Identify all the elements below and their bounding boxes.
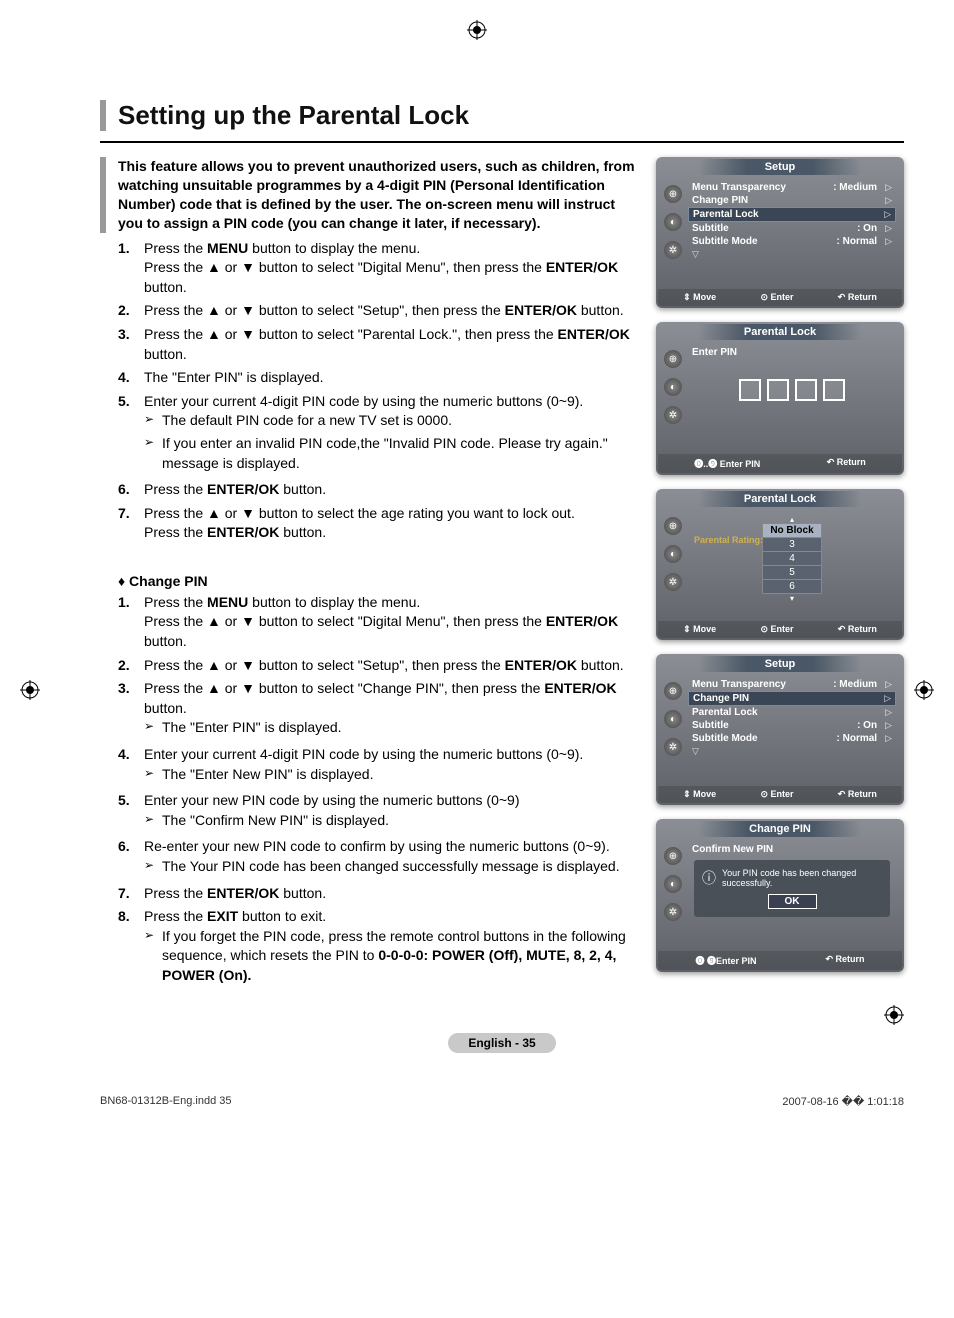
- osd-parental-rating: Parental Lock ⊕◐✲ Parental Rating: ▴ No …: [656, 489, 904, 640]
- osd-menu-item[interactable]: Subtitle: On▷: [688, 222, 896, 235]
- footer-move: ⇕ Move: [683, 292, 716, 303]
- osd-menu-item[interactable]: Change PIN▷: [688, 691, 896, 706]
- step-item: 6.Press the ENTER/OK button.: [118, 480, 638, 500]
- osd-title: Parental Lock: [698, 324, 862, 340]
- register-mark-bottom: [884, 1005, 904, 1025]
- footer-enter: ⊙ Enter: [760, 292, 793, 303]
- osd-menu-item[interactable]: Menu Transparency: Medium▷: [688, 181, 896, 194]
- step-item: 3.Press the ▲ or ▼ button to select "Cha…: [118, 679, 638, 741]
- title-underline: [100, 141, 904, 143]
- footer-return: ↶ Return: [838, 292, 877, 303]
- confirm-dialog: ⓘ Your PIN code has been changed success…: [694, 860, 890, 917]
- step-item: 5.Enter your current 4-digit PIN code by…: [118, 392, 638, 476]
- osd-setup-1: Setup ⊕◐✲ Menu Transparency: Medium▷Chan…: [656, 157, 904, 308]
- confirm-msg: Your PIN code has been changed successfu…: [722, 868, 882, 888]
- osd-menu-item[interactable]: Menu Transparency: Medium▷: [688, 678, 896, 691]
- footer-enterpin: ⓿..❾ Enter PIN: [694, 457, 760, 470]
- steps-list-1: 1.Press the MENU button to display the m…: [100, 239, 638, 543]
- confirm-new-label: Confirm New PIN: [692, 844, 892, 855]
- osd-title: Setup: [698, 656, 862, 672]
- step-item: 2.Press the ▲ or ▼ button to select "Set…: [118, 301, 638, 321]
- step-item: 3.Press the ▲ or ▼ button to select "Par…: [118, 325, 638, 364]
- osd-icon-col: ⊕◐✲: [658, 179, 688, 289]
- rating-label: Parental Rating:: [694, 535, 763, 545]
- osd-change-pin: Change PIN ⊕◐✲ Confirm New PIN ⓘ Your PI…: [656, 819, 904, 972]
- ok-button[interactable]: OK: [768, 894, 817, 909]
- osd-menu-item[interactable]: Subtitle Mode: Normal▷: [688, 235, 896, 248]
- rating-option[interactable]: 3: [762, 537, 822, 552]
- footer-enterpin: ⓿ ❾Enter PIN: [695, 954, 756, 967]
- osd-menu-item[interactable]: Parental Lock▷: [688, 706, 896, 719]
- osd-setup-2: Setup ⊕◐✲ Menu Transparency: Medium▷Chan…: [656, 654, 904, 805]
- step-item: 7.Press the ▲ or ▼ button to select the …: [118, 504, 638, 543]
- footer-left: BN68-01312B-Eng.indd 35: [100, 1095, 231, 1108]
- step-item: 1.Press the MENU button to display the m…: [118, 593, 638, 652]
- rating-option[interactable]: No Block: [762, 523, 822, 538]
- pin-input-boxes[interactable]: [688, 379, 896, 401]
- footer-return: ↶ Return: [827, 457, 866, 470]
- enter-pin-label: Enter PIN: [692, 347, 892, 358]
- osd-title: Setup: [698, 159, 862, 175]
- subheading-change-pin: Change PIN: [100, 573, 638, 589]
- step-item: 8.Press the EXIT button to exit.If you f…: [118, 907, 638, 988]
- osd-title: Parental Lock: [698, 491, 862, 507]
- intro-text: This feature allows you to prevent unaut…: [100, 157, 638, 233]
- osd-menu-item[interactable]: Parental Lock▷: [688, 207, 896, 222]
- step-item: 4.Enter your current 4-digit PIN code by…: [118, 745, 638, 787]
- step-item: 1.Press the MENU button to display the m…: [118, 239, 638, 298]
- page-badge: English - 35: [448, 1033, 555, 1053]
- osd-menu-item[interactable]: Subtitle: On▷: [688, 719, 896, 732]
- steps-list-2: 1.Press the MENU button to display the m…: [100, 593, 638, 989]
- step-item: 4.The "Enter PIN" is displayed.: [118, 368, 638, 388]
- step-item: 2.Press the ▲ or ▼ button to select "Set…: [118, 656, 638, 676]
- osd-title: Change PIN: [698, 821, 862, 837]
- rating-option[interactable]: 4: [762, 551, 822, 566]
- osd-enter-pin: Parental Lock ⊕◐✲ Enter PIN ⓿..❾ Enter P…: [656, 322, 904, 475]
- rating-option[interactable]: 5: [762, 565, 822, 580]
- rating-list[interactable]: ▴ No Block3456▾: [688, 515, 896, 603]
- step-item: 7.Press the ENTER/OK button.: [118, 884, 638, 904]
- step-item: 5.Enter your new PIN code by using the n…: [118, 791, 638, 833]
- step-item: 6.Re-enter your new PIN code to confirm …: [118, 837, 638, 879]
- rating-option[interactable]: 6: [762, 579, 822, 594]
- footer-right: 2007-08-16 �� 1:01:18: [782, 1095, 904, 1108]
- osd-menu-item[interactable]: Change PIN▷: [688, 194, 896, 207]
- osd-menu-item[interactable]: Subtitle Mode: Normal▷: [688, 732, 896, 745]
- page-title: Setting up the Parental Lock: [118, 100, 904, 131]
